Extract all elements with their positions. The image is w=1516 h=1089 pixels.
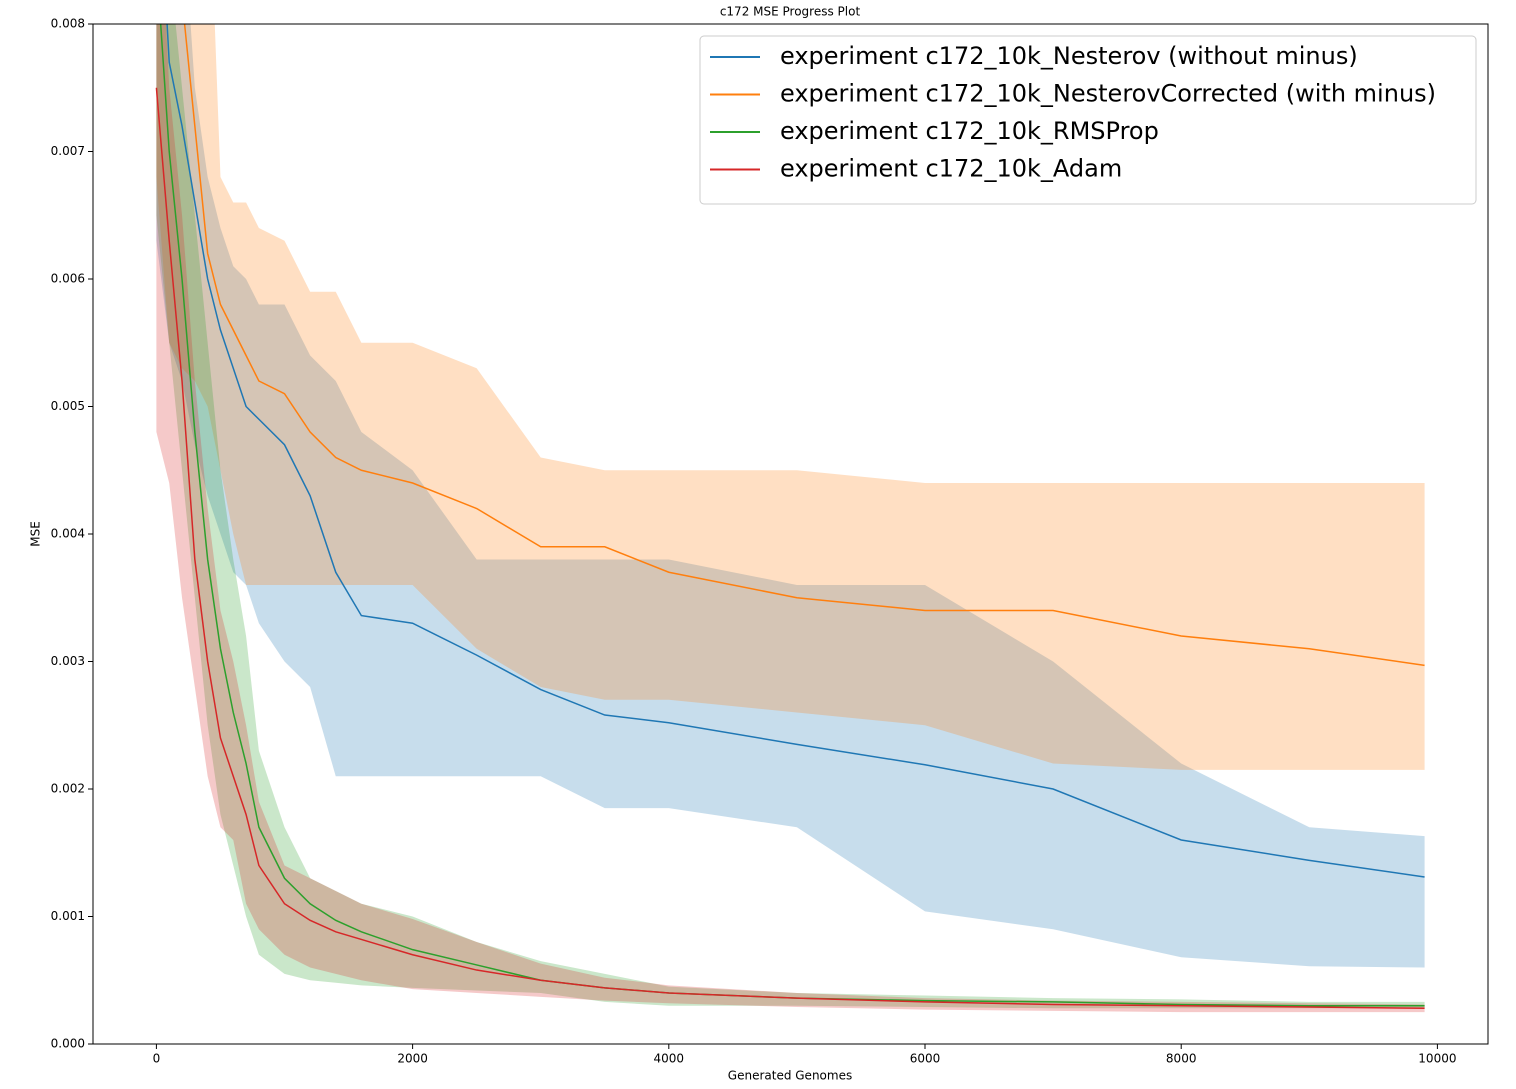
x-tick-label: 8000 bbox=[1166, 1052, 1197, 1066]
y-tick-label: 0.003 bbox=[51, 654, 85, 668]
y-tick-label: 0.007 bbox=[51, 144, 85, 158]
confidence-band bbox=[156, 24, 1425, 1009]
x-tick-label: 10000 bbox=[1418, 1052, 1456, 1066]
plot-area bbox=[155, 24, 1425, 1013]
legend: experiment c172_10k_Nesterov (without mi… bbox=[699, 35, 1477, 205]
legend-box bbox=[699, 35, 1477, 205]
legend-label: experiment c172_10k_NesterovCorrected (w… bbox=[780, 80, 1436, 108]
y-tick-label: 0.002 bbox=[51, 782, 85, 796]
confidence-band bbox=[156, 24, 1425, 1013]
series-line bbox=[183, 24, 1425, 667]
x-tick-label: 2000 bbox=[397, 1052, 428, 1066]
y-axis-label: MSE bbox=[29, 521, 43, 547]
chart-title: c172 MSE Progress Plot bbox=[720, 5, 861, 19]
series-line bbox=[155, 87, 1425, 1010]
confidence-band bbox=[156, 24, 1425, 770]
confidence-band bbox=[156, 24, 1425, 968]
y-tick-label: 0.001 bbox=[51, 909, 85, 923]
legend-label: experiment c172_10k_Nesterov (without mi… bbox=[780, 42, 1358, 70]
y-tick-label: 0.008 bbox=[51, 17, 85, 31]
x-tick-label: 6000 bbox=[910, 1052, 941, 1066]
series-line bbox=[159, 24, 1425, 1007]
y-tick-label: 0.006 bbox=[51, 272, 85, 286]
series-line bbox=[166, 24, 1425, 878]
y-tick-label: 0.000 bbox=[51, 1037, 85, 1051]
x-tick-label: 4000 bbox=[654, 1052, 685, 1066]
y-tick-label: 0.004 bbox=[51, 527, 85, 541]
legend-label: experiment c172_10k_RMSProp bbox=[780, 117, 1159, 145]
y-tick-label: 0.005 bbox=[51, 399, 85, 413]
legend-label: experiment c172_10k_Adam bbox=[780, 155, 1122, 183]
x-tick-label: 0 bbox=[153, 1052, 161, 1066]
x-axis-label: Generated Genomes bbox=[728, 1069, 852, 1083]
